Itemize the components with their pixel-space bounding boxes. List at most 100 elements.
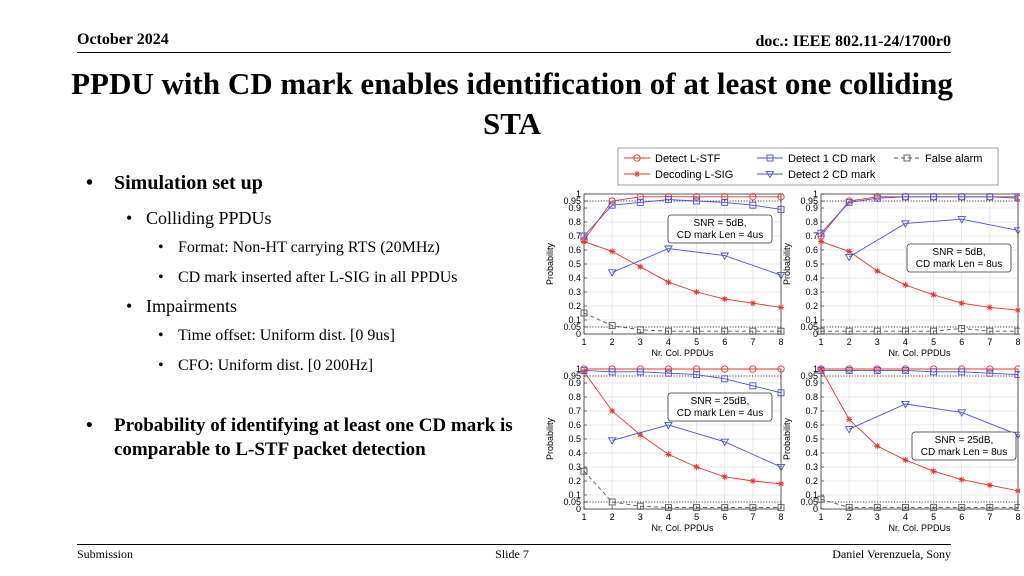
y-tick-label: 1 [576,189,581,199]
x-tick-label: 8 [778,337,783,347]
bullet-dot: • [86,415,93,436]
data-point [749,504,757,512]
bullet-dot: • [158,239,164,256]
data-point [777,327,785,335]
x-tick-label: 5 [931,337,936,347]
series-line [612,424,782,468]
bullet-text: Colliding PPDUs [146,208,272,228]
annotation-box [667,392,773,422]
data-point [902,457,909,463]
bullet-text: CD mark inserted after L-SIG in all PPDU… [178,269,458,286]
x-tick-label: 6 [722,512,727,522]
data-point [693,197,701,205]
data-point [874,268,881,274]
legend-marker [766,154,774,162]
chart-legend: Detect L-STF Detect 1 CD mark False alarm D… [617,147,999,186]
data-point [608,201,616,209]
bullet-dot: • [86,172,94,194]
y-tick-label: 0.3 [568,287,581,297]
series-line [611,248,782,276]
legend-marker [903,154,911,162]
data-point [901,193,909,201]
y-tick-label: 0.4 [568,448,581,458]
data-point [721,375,729,383]
header-doc-id: doc.: IEEE 802.11-24/1700r0 [755,33,951,50]
bullet-text: Simulation set up [114,172,263,194]
series-line [820,498,1018,509]
bullet-dot: • [126,296,133,316]
x-tick-label: 1 [581,512,586,522]
data-point [607,437,617,445]
data-point [749,300,756,307]
x-tick-label: 2 [847,512,852,522]
data-point [608,322,616,330]
series-line [848,218,1019,258]
legend-label: False alarm [925,153,982,165]
data-point [930,193,938,201]
data-point [777,205,785,213]
footer-right: Daniel Verenzuela, Sony [832,547,951,561]
data-point [930,504,938,512]
legend-label: Detect 1 CD mark [788,153,876,165]
data-point [986,193,994,201]
data-point [818,366,824,372]
y-tick-label: 0 [813,329,818,339]
bullet-dot: • [158,269,164,286]
data-point [664,245,673,254]
y-axis-label: Probability [782,417,792,460]
data-point [986,327,994,335]
chart-panel: 1 2 3 4 5 6 7 8 00.050.1 0.2 0.3 0.4 0.5 0.6 0.7 0.8 0.9… [545,189,786,358]
legend-marker [765,170,775,179]
data-point [749,478,756,484]
data-point [846,248,853,255]
x-tick-label: 7 [750,512,755,522]
x-tick-label: 6 [722,337,727,347]
y-tick-label: 0.3 [568,462,581,472]
series-line [583,312,781,332]
data-point [986,369,994,377]
data-point [901,366,909,374]
data-point [930,291,937,298]
data-point [636,198,644,206]
x-tick-label: 8 [778,512,783,522]
series-line [820,196,1019,237]
legend-label: Detect 2 CD mark [788,169,876,181]
y-tick-label: 0.1 [805,315,818,325]
data-point [818,238,824,245]
data-point [749,193,757,201]
data-point [665,279,672,286]
y-tick-label: 0.4 [805,448,818,458]
data-point [609,248,616,255]
data-point [581,368,587,375]
series-line [848,403,1019,436]
header-divider [77,52,951,53]
data-point [580,467,588,475]
data-point [580,232,588,240]
y-tick-label: 0.1 [568,315,581,325]
y-tick-label: 0.6 [568,245,581,255]
data-point [721,327,729,335]
y-tick-label: 0.95 [800,371,818,381]
x-tick-label: 7 [750,337,755,347]
chart-panel: 1 2 3 4 5 6 7 8 00.050.1 0.2 0.3 0.4 0.5 0.6 0.7 0.8 0.9… [782,189,1020,358]
data-point [636,193,644,201]
y-tick-label: 0.6 [568,420,581,430]
data-point [930,468,937,475]
legend-label: Detect L-STF [655,153,721,165]
y-axis-label: Probability [545,417,555,460]
y-tick-label: 0 [813,504,818,514]
data-point [1015,487,1020,494]
legend-label: Decoding L-SIG [655,169,733,181]
data-point [721,296,728,302]
series-line [583,199,782,237]
y-tick-label: 0.7 [805,231,818,241]
data-point [776,463,786,472]
data-point [664,327,672,335]
y-tick-label: 0.5 [805,259,818,269]
data-point [721,365,729,373]
data-point [873,366,881,374]
data-point [637,263,644,270]
y-tick-label: 0.2 [805,301,818,311]
data-point [749,365,757,373]
footer-center: Slide 7 [495,547,529,561]
